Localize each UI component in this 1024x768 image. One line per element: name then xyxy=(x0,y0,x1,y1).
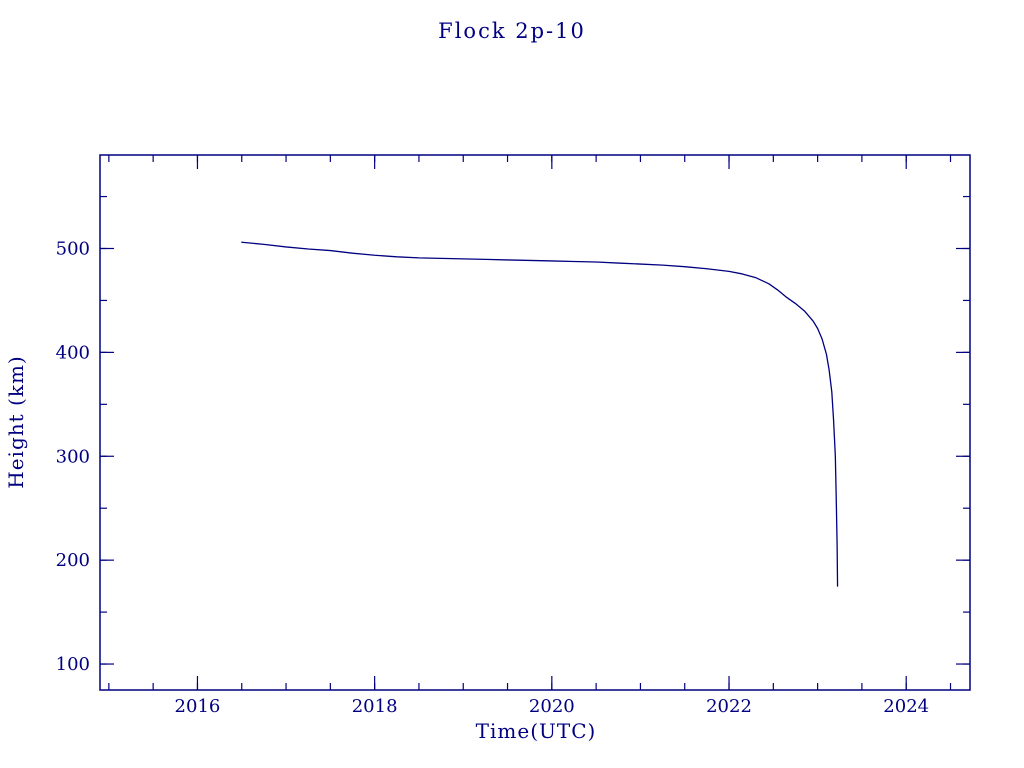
x-tick-label: 2020 xyxy=(529,696,575,717)
x-tick-label: 2022 xyxy=(706,696,752,717)
x-axis-label: Time(UTC) xyxy=(475,719,597,743)
x-tick-label: 2016 xyxy=(175,696,221,717)
y-tick-label: 400 xyxy=(56,342,90,363)
data-line xyxy=(241,241,839,587)
chart-title: Flock 2p-10 xyxy=(438,19,586,43)
plot-frame xyxy=(99,154,971,691)
x-tick-label: 2024 xyxy=(883,696,929,717)
y-tick-label: 500 xyxy=(56,238,90,259)
y-tick-label: 300 xyxy=(56,446,90,467)
y-tick-label: 200 xyxy=(56,550,90,571)
y-tick-label: 100 xyxy=(56,654,90,675)
x-tick-label: 2018 xyxy=(352,696,398,717)
